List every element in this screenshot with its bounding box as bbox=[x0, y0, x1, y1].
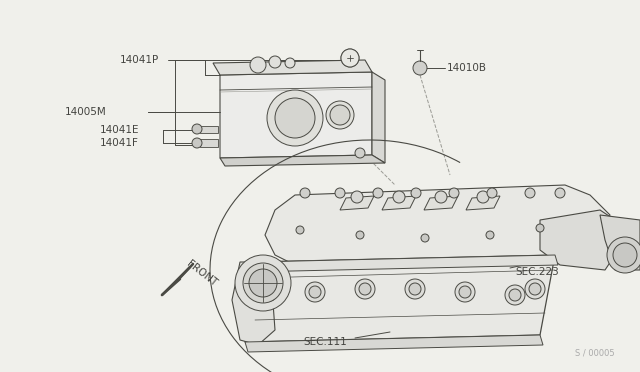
Circle shape bbox=[359, 283, 371, 295]
Circle shape bbox=[267, 90, 323, 146]
Circle shape bbox=[341, 49, 359, 67]
Text: SEC.223: SEC.223 bbox=[515, 267, 559, 277]
Circle shape bbox=[326, 101, 354, 129]
Text: S / 00005: S / 00005 bbox=[575, 349, 615, 358]
Circle shape bbox=[355, 148, 365, 158]
Circle shape bbox=[300, 188, 310, 198]
Polygon shape bbox=[600, 215, 640, 270]
Polygon shape bbox=[340, 196, 374, 210]
Circle shape bbox=[459, 286, 471, 298]
Circle shape bbox=[536, 224, 544, 232]
Circle shape bbox=[449, 188, 459, 198]
Circle shape bbox=[309, 286, 321, 298]
Text: 14010B: 14010B bbox=[447, 63, 487, 73]
Polygon shape bbox=[382, 196, 416, 210]
Polygon shape bbox=[540, 210, 615, 270]
Circle shape bbox=[260, 285, 280, 305]
Polygon shape bbox=[220, 155, 385, 166]
Circle shape bbox=[505, 285, 525, 305]
Circle shape bbox=[455, 282, 475, 302]
Circle shape bbox=[525, 188, 535, 198]
Circle shape bbox=[341, 49, 359, 67]
Circle shape bbox=[613, 243, 637, 267]
Text: 14041F: 14041F bbox=[100, 138, 139, 148]
Circle shape bbox=[525, 279, 545, 299]
Circle shape bbox=[249, 269, 277, 297]
Circle shape bbox=[421, 234, 429, 242]
Text: FRONT: FRONT bbox=[185, 259, 219, 289]
Circle shape bbox=[305, 282, 325, 302]
Circle shape bbox=[529, 283, 541, 295]
Polygon shape bbox=[245, 255, 555, 342]
Circle shape bbox=[405, 279, 425, 299]
Polygon shape bbox=[200, 139, 218, 147]
Circle shape bbox=[413, 61, 427, 75]
Circle shape bbox=[435, 191, 447, 203]
Circle shape bbox=[285, 58, 295, 68]
Circle shape bbox=[486, 231, 494, 239]
Circle shape bbox=[351, 191, 363, 203]
Circle shape bbox=[477, 191, 489, 203]
Polygon shape bbox=[232, 262, 275, 345]
Circle shape bbox=[264, 289, 276, 301]
Circle shape bbox=[555, 188, 565, 198]
Polygon shape bbox=[213, 60, 372, 75]
Circle shape bbox=[607, 237, 640, 273]
Circle shape bbox=[269, 56, 281, 68]
Circle shape bbox=[356, 231, 364, 239]
Circle shape bbox=[409, 283, 421, 295]
Circle shape bbox=[235, 255, 291, 311]
Circle shape bbox=[192, 138, 202, 148]
Polygon shape bbox=[248, 255, 558, 272]
Circle shape bbox=[411, 188, 421, 198]
Text: 14041P: 14041P bbox=[120, 55, 159, 65]
Circle shape bbox=[373, 188, 383, 198]
Circle shape bbox=[250, 57, 266, 73]
Polygon shape bbox=[466, 196, 500, 210]
Text: 14005M: 14005M bbox=[65, 107, 107, 117]
Circle shape bbox=[330, 105, 350, 125]
Text: SEC.111: SEC.111 bbox=[303, 337, 347, 347]
Polygon shape bbox=[245, 335, 543, 352]
Circle shape bbox=[509, 289, 521, 301]
Circle shape bbox=[487, 188, 497, 198]
Circle shape bbox=[192, 124, 202, 134]
Polygon shape bbox=[265, 185, 610, 265]
Polygon shape bbox=[200, 126, 218, 133]
Polygon shape bbox=[424, 196, 458, 210]
Circle shape bbox=[243, 263, 283, 303]
Circle shape bbox=[355, 279, 375, 299]
Text: 14041E: 14041E bbox=[100, 125, 140, 135]
Circle shape bbox=[296, 226, 304, 234]
Polygon shape bbox=[372, 72, 385, 163]
Circle shape bbox=[275, 98, 315, 138]
Circle shape bbox=[335, 188, 345, 198]
Circle shape bbox=[393, 191, 405, 203]
Polygon shape bbox=[220, 72, 372, 158]
